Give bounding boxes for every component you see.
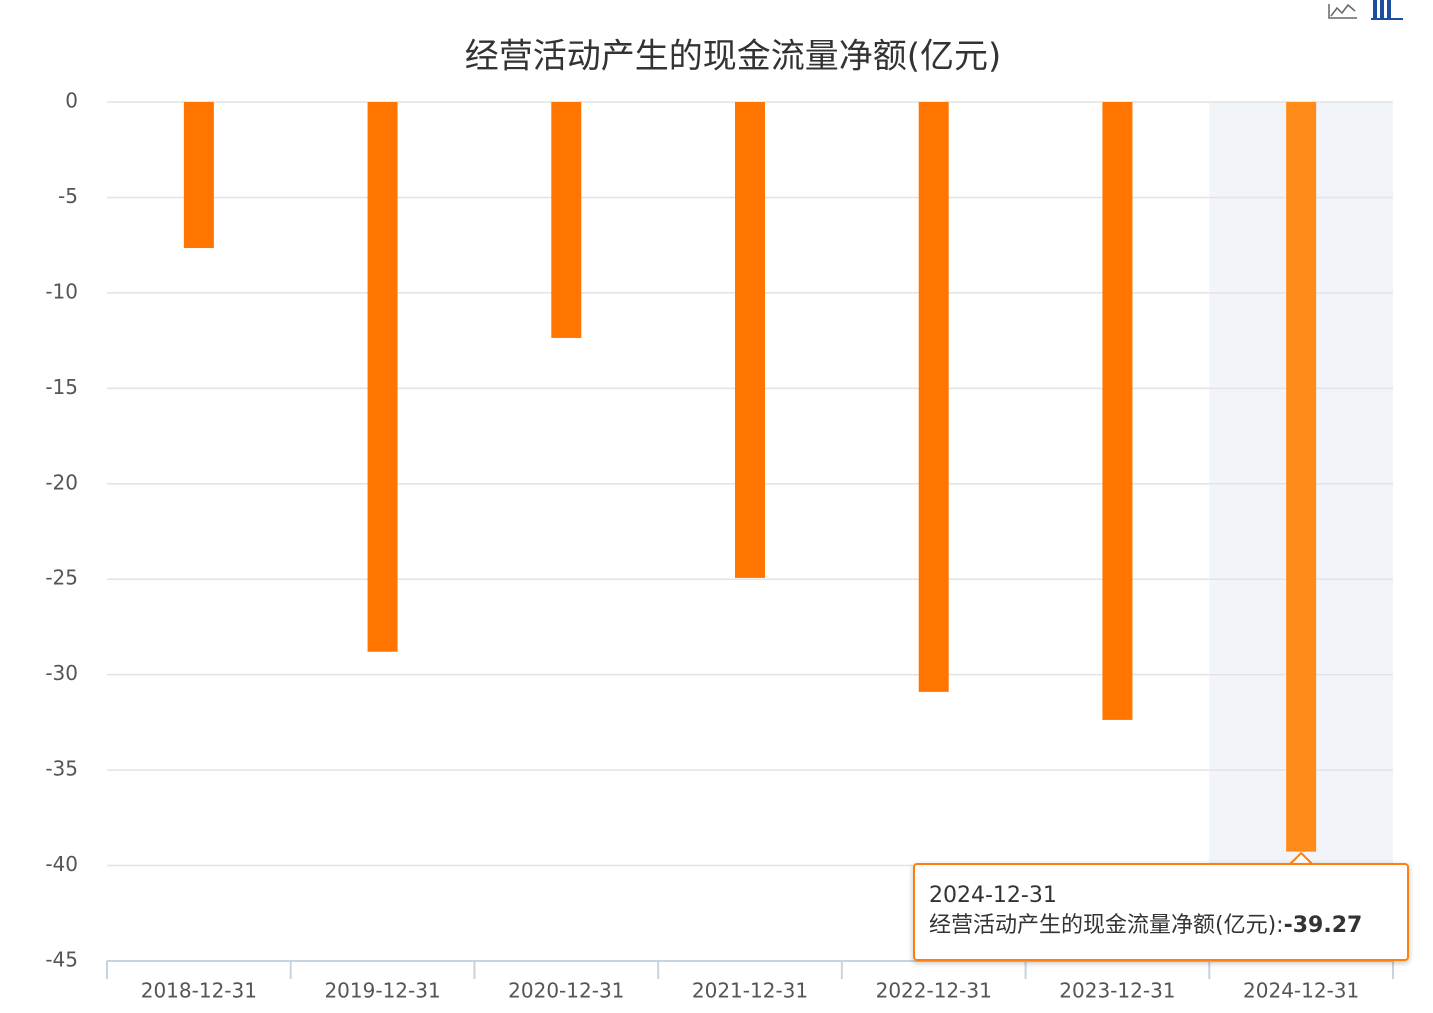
x-tick-label: 2019-12-31 (324, 979, 440, 1003)
chart-title: 经营活动产生的现金流量净额(亿元) (465, 37, 1002, 77)
y-tick-label: -10 (45, 279, 78, 303)
bar (551, 102, 582, 338)
tooltip-value: -39.27 (1283, 913, 1363, 938)
x-tick-label: 2023-12-31 (1059, 979, 1175, 1003)
bar (1286, 102, 1317, 852)
tooltip-line: 经营活动产生的现金流量净额(亿元)-39.27 (929, 911, 1393, 941)
tooltip-series: 经营活动产生的现金流量净额(亿元) (929, 913, 1284, 938)
tooltip-date: 2024-12-31 (929, 883, 1057, 908)
y-tick-label: 0 (65, 89, 78, 113)
y-tick-label: -35 (45, 757, 78, 781)
bar (1102, 102, 1133, 720)
bar (367, 102, 398, 652)
x-tick-label: 2020-12-31 (508, 979, 624, 1003)
line-chart-button[interactable] (1328, 3, 1357, 19)
y-tick-label: -30 (45, 661, 78, 685)
y-tick-label: -25 (45, 566, 78, 590)
x-tick-label: 2022-12-31 (876, 979, 992, 1003)
bar (918, 102, 949, 692)
bar-chart-button[interactable] (1371, 0, 1403, 20)
x-tick-label: 2024-12-31 (1243, 979, 1359, 1003)
bar (183, 102, 214, 249)
y-tick-label: -20 (45, 470, 78, 494)
y-tick-label: -45 (45, 948, 78, 972)
tooltip: 2024-12-31 经营活动产生的现金流量净额(亿元)-39.27 (913, 863, 1409, 961)
x-tick-label: 2021-12-31 (692, 979, 808, 1003)
y-tick-label: -40 (45, 852, 78, 876)
bar (735, 102, 765, 578)
x-tick-label: 2018-12-31 (141, 979, 257, 1003)
y-tick-label: -15 (45, 375, 78, 399)
toolbar (1328, 0, 1403, 20)
y-tick-label: -5 (58, 184, 78, 208)
